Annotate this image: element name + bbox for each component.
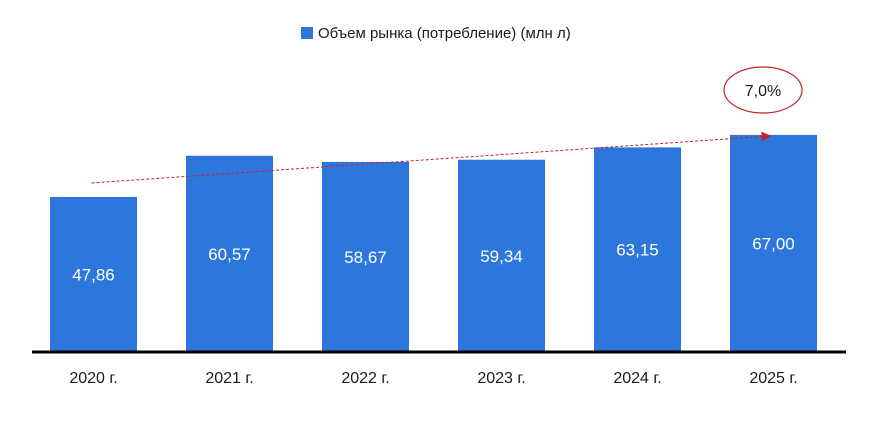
category-label-0: 2020 г. xyxy=(69,370,117,387)
bar-3 xyxy=(458,159,545,352)
value-label-5: 67,00 xyxy=(752,234,795,253)
bars-group xyxy=(50,134,817,352)
category-label-1: 2021 г. xyxy=(205,370,253,387)
bar-4 xyxy=(594,147,681,352)
legend-swatch xyxy=(301,27,313,39)
value-label-2: 58,67 xyxy=(344,248,387,267)
value-labels-group: 47,86 60,57 58,67 59,34 63,15 67,00 xyxy=(72,234,795,284)
bar-2 xyxy=(322,161,409,352)
category-label-2: 2022 г. xyxy=(341,370,389,387)
growth-label: 7,0% xyxy=(745,83,781,100)
growth-annotation: 7,0% xyxy=(723,66,803,114)
bar-0 xyxy=(50,196,137,352)
value-label-4: 63,15 xyxy=(616,241,659,260)
category-label-3: 2023 г. xyxy=(477,370,525,387)
value-label-3: 59,34 xyxy=(480,247,523,266)
category-labels-group: 2020 г. 2021 г. 2022 г. 2023 г. 2024 г. 2025 … xyxy=(69,370,797,387)
growth-ellipse xyxy=(723,66,803,114)
trend-arrow xyxy=(91,131,772,184)
category-label-4: 2024 г. xyxy=(613,370,661,387)
value-label-0: 47,86 xyxy=(72,265,115,284)
value-label-1: 60,57 xyxy=(208,245,251,264)
category-label-5: 2025 г. xyxy=(749,370,797,387)
bar-5 xyxy=(730,134,817,352)
legend-label: Объем рынка (потребление) (млн л) xyxy=(318,25,571,42)
bar-1 xyxy=(186,155,273,352)
legend: Объем рынка (потребление) (млн л) xyxy=(301,25,571,42)
